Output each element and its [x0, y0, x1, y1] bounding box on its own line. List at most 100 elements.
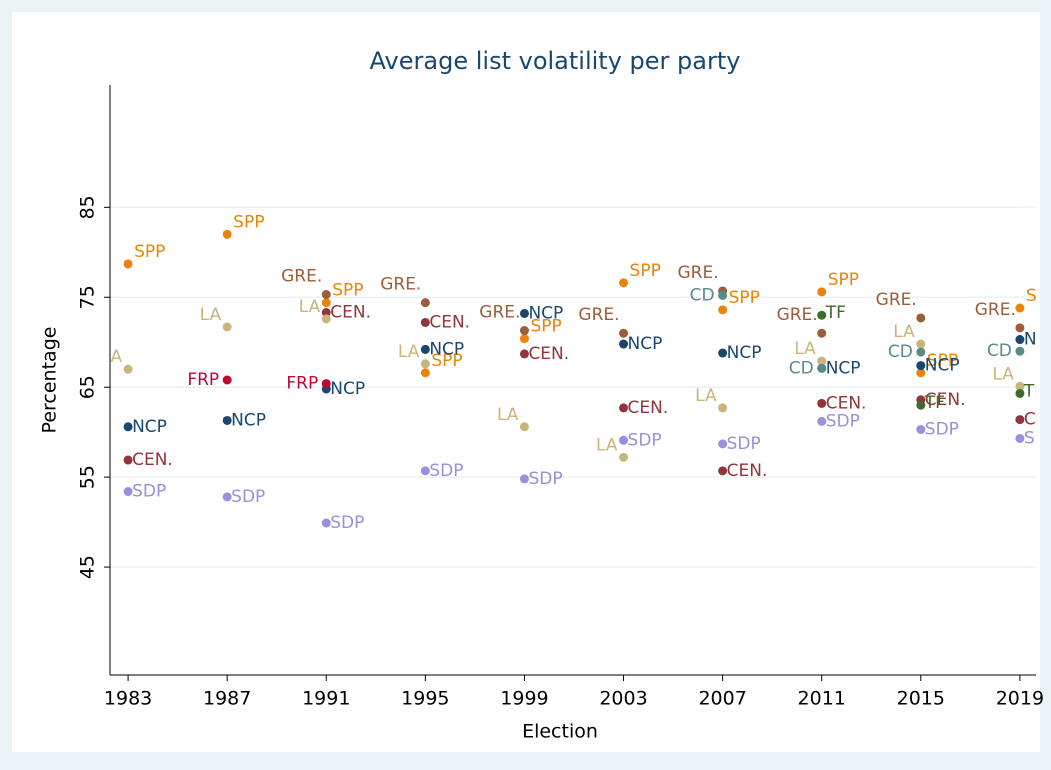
point-label: LA	[398, 342, 420, 362]
point-label: SPP	[729, 288, 760, 308]
point-label: SDP	[925, 419, 959, 439]
point-label: SPP	[332, 281, 363, 301]
point-label: NCP	[231, 410, 266, 430]
point	[222, 415, 232, 425]
point-label: NCP	[826, 358, 861, 378]
point-label: FRP	[286, 374, 318, 394]
point-label: SDP	[826, 411, 860, 431]
point-label: TF	[1023, 381, 1044, 401]
point-label: TF	[924, 393, 945, 413]
point	[916, 347, 926, 357]
point-label: SPP	[530, 317, 561, 337]
point	[817, 310, 827, 320]
point-label: LA	[200, 305, 222, 325]
y-tick-label: 55	[77, 465, 99, 489]
point	[1015, 335, 1025, 345]
x-tick-label: 1995	[401, 688, 449, 710]
point-label: CEN.	[826, 393, 867, 413]
point-label: LA	[992, 364, 1014, 384]
point	[519, 349, 529, 359]
point	[817, 398, 827, 408]
point	[718, 439, 728, 449]
point-label: NCP	[1024, 330, 1051, 350]
x-tick-label: 1987	[203, 688, 251, 710]
point	[1015, 433, 1025, 443]
point	[817, 328, 827, 338]
grid: 45 55 65 75 85 1983 1987 1991 1995 1999 2003 2007 20…	[77, 195, 1045, 709]
point-label: SDP	[231, 487, 265, 507]
point	[619, 435, 629, 445]
point-label: CD	[690, 285, 715, 305]
point-label: NCP	[132, 417, 167, 437]
point	[123, 259, 133, 269]
x-axis-label: Election	[522, 721, 598, 743]
x-tick-label: 2015	[897, 688, 945, 710]
point	[1015, 388, 1025, 398]
x-tick-label: 1983	[104, 688, 152, 710]
point-label: LA	[794, 339, 816, 359]
point	[321, 379, 331, 389]
point	[420, 344, 430, 354]
point	[619, 339, 629, 349]
point-label: GRE.	[479, 303, 520, 323]
point-label: CD	[987, 341, 1012, 361]
point	[321, 518, 331, 528]
point	[519, 334, 529, 344]
point-label: LA	[497, 405, 519, 425]
point	[321, 290, 331, 300]
point	[519, 326, 529, 336]
point	[519, 422, 529, 432]
point-label: NCP	[727, 343, 762, 363]
point-label: GRE.	[281, 267, 322, 287]
point-label: CEN.	[528, 344, 569, 364]
point	[817, 287, 827, 297]
x-tick-label: 2007	[698, 688, 746, 710]
point-label: SPP	[431, 351, 462, 371]
point	[817, 363, 827, 373]
point-label: TF	[825, 303, 846, 323]
point-label: CD	[789, 358, 814, 378]
point	[321, 308, 331, 318]
point	[916, 424, 926, 434]
point	[1015, 346, 1025, 356]
point-label: GRE.	[777, 305, 818, 325]
point	[123, 364, 133, 374]
point-label: SDP	[330, 513, 364, 533]
point	[123, 487, 133, 497]
y-axis-label: Percentage	[39, 327, 61, 434]
point	[619, 278, 629, 288]
plot-area: SPPSPPSPPSPPSPPSPPSPPSPPSPPSPPNCPNCPNCPN…	[110, 212, 1051, 533]
y-tick-label: 75	[77, 285, 99, 309]
point	[916, 368, 926, 378]
point-label: SPP	[927, 351, 958, 371]
point-label: LA	[695, 386, 717, 406]
point-label: SDP	[727, 434, 761, 454]
point-label: NCP	[528, 303, 563, 323]
point-label: GRE.	[677, 263, 718, 283]
point	[817, 356, 827, 366]
point	[420, 466, 430, 476]
point	[420, 298, 430, 308]
point-label: SDP	[1024, 428, 1051, 448]
point-label: NCP	[330, 379, 365, 399]
point	[420, 317, 430, 327]
point-label: LA	[893, 322, 915, 342]
point-label: CEN.	[429, 312, 470, 332]
point-label: FRP	[187, 370, 219, 390]
point	[718, 466, 728, 476]
x-tick-label: 2011	[798, 688, 846, 710]
point	[916, 313, 926, 323]
point	[718, 290, 728, 300]
point-label: SPP	[828, 270, 859, 290]
point	[321, 314, 331, 324]
point	[1015, 415, 1025, 425]
point-label: CD	[888, 342, 913, 362]
point-label: CEN.	[132, 450, 173, 470]
chart-background	[12, 12, 1040, 752]
y-tick-label: 45	[77, 555, 99, 579]
point	[718, 348, 728, 358]
point-label: CEN.	[1024, 410, 1051, 430]
point-label: SDP	[429, 461, 463, 481]
